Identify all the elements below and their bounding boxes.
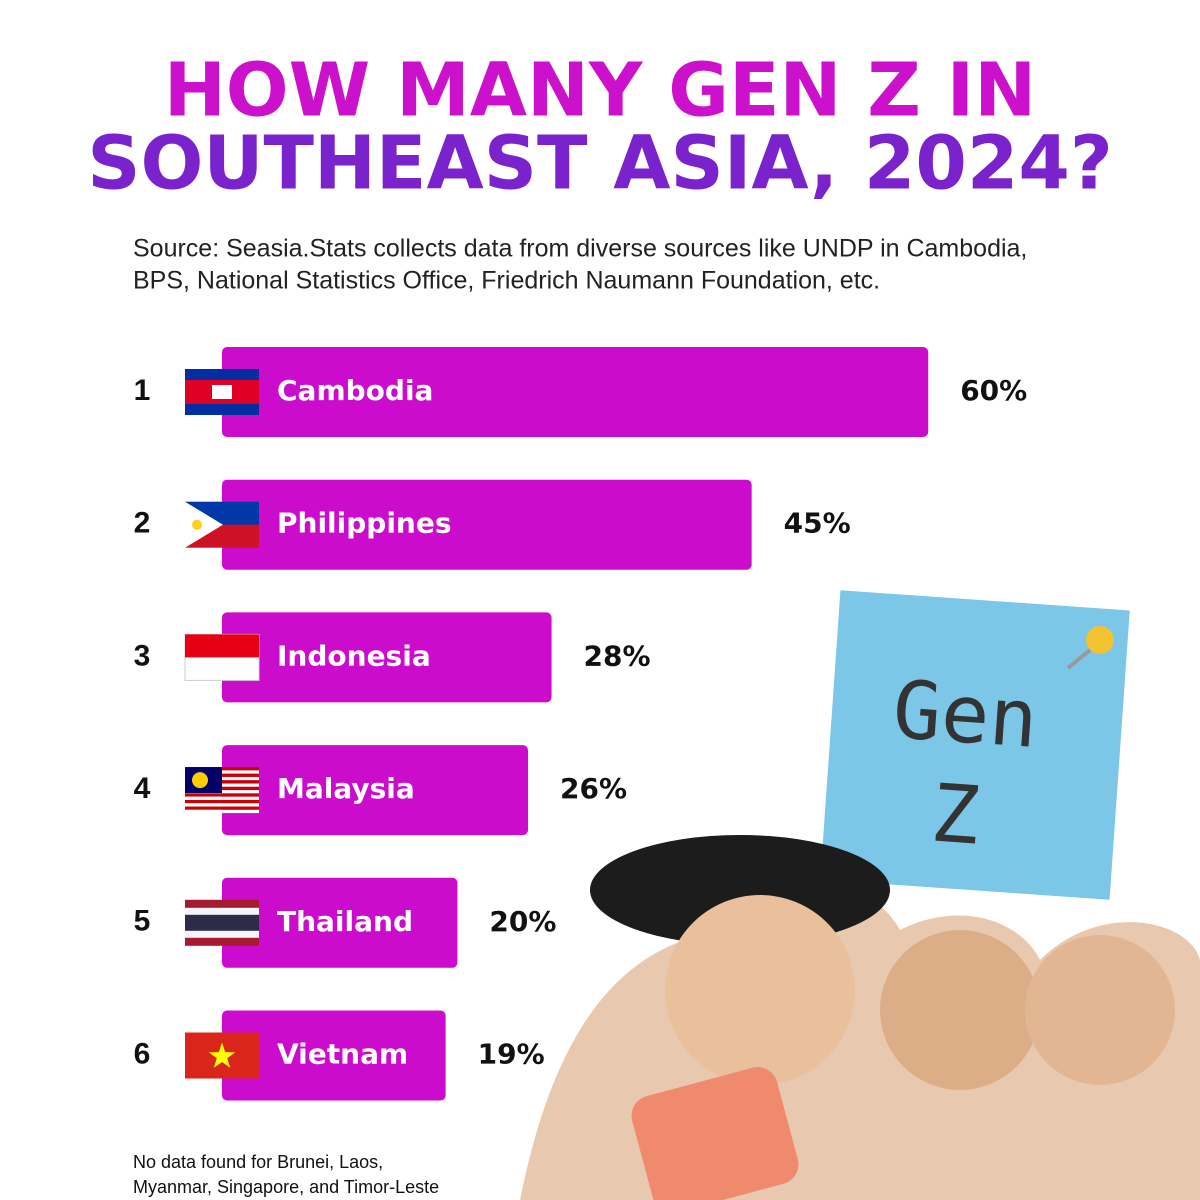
chart-title: SOUTHEAST ASIA, 2024? xyxy=(87,121,1113,207)
pin xyxy=(1086,626,1114,654)
face xyxy=(1025,935,1175,1085)
bar xyxy=(222,877,458,968)
category-label: Indonesia xyxy=(277,639,431,672)
value-label: 19% xyxy=(478,1038,545,1071)
category-label: Philippines xyxy=(277,507,452,540)
value-label: 28% xyxy=(584,639,651,672)
source: BPS, National Statistics Office, Friedri… xyxy=(133,267,880,295)
category-label: Malaysia xyxy=(277,772,415,805)
flag xyxy=(185,501,223,548)
source: Source: Seasia.Stats collects data from … xyxy=(133,235,1027,263)
value-label: 60% xyxy=(960,374,1027,407)
sticky-note xyxy=(820,590,1130,900)
flag xyxy=(185,634,259,658)
rank: 3 xyxy=(134,639,151,672)
flag xyxy=(192,772,208,789)
footnote: No data found for Brunei, Laos, xyxy=(133,1152,383,1172)
value-label: 20% xyxy=(489,905,556,938)
flag xyxy=(185,806,259,810)
flag xyxy=(208,1042,236,1068)
pin-needle xyxy=(1066,648,1092,670)
rank: 6 xyxy=(134,1037,151,1070)
flag xyxy=(212,385,232,399)
value-label: 45% xyxy=(784,507,851,540)
chart-title: HOW MANY GEN Z IN xyxy=(164,48,1036,134)
value-label: 26% xyxy=(560,772,627,805)
category-label: Vietnam xyxy=(277,1038,408,1071)
flag xyxy=(192,519,202,530)
bar xyxy=(222,745,529,836)
face xyxy=(880,930,1040,1090)
flag xyxy=(185,799,259,804)
flag xyxy=(185,793,259,797)
flag xyxy=(185,809,259,814)
rank: 4 xyxy=(134,772,151,805)
note-text: Gen xyxy=(890,663,1041,766)
note-text: Z xyxy=(928,766,983,862)
rank: 5 xyxy=(134,905,151,938)
bar xyxy=(222,479,752,570)
face xyxy=(665,895,855,1085)
rank: 1 xyxy=(134,374,151,407)
flag xyxy=(185,803,259,807)
flag xyxy=(185,914,259,931)
bar xyxy=(222,612,552,703)
bar xyxy=(222,1010,446,1101)
photo xyxy=(520,590,1200,1200)
footnote: Myanmar, Singapore, and Timor-Leste xyxy=(133,1177,439,1197)
category-label: Cambodia xyxy=(277,374,433,407)
category-label: Thailand xyxy=(277,905,413,938)
flag xyxy=(185,796,259,800)
phone xyxy=(631,1067,799,1200)
bar xyxy=(222,347,929,437)
rank: 2 xyxy=(134,507,151,540)
